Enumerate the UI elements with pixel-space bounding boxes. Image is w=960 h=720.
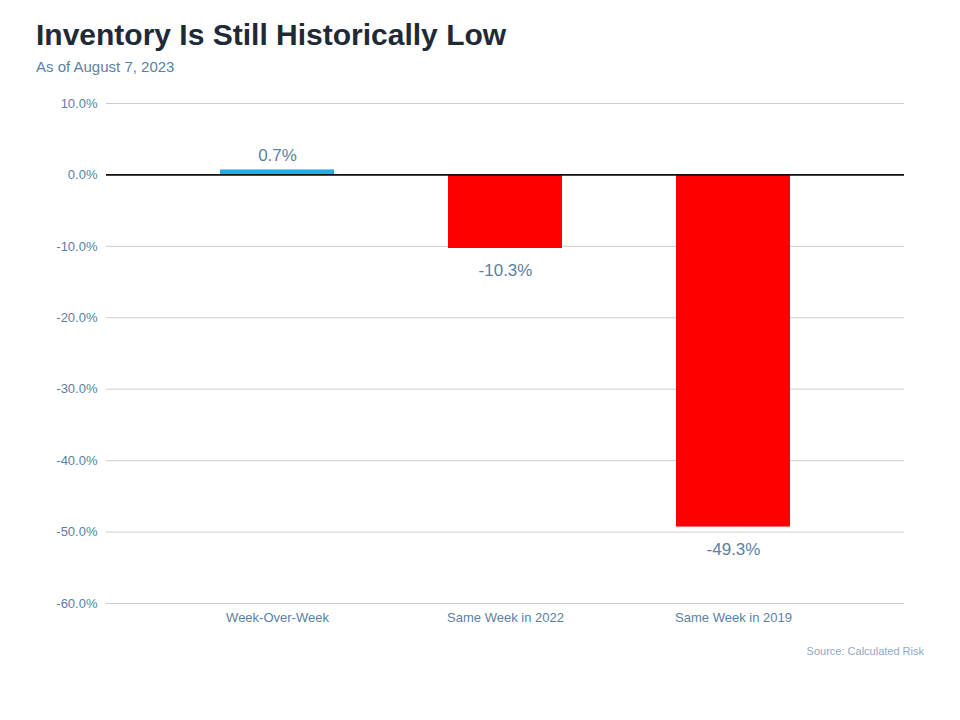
svg-text:Week-Over-Week: Week-Over-Week	[226, 610, 329, 625]
html-text:As of August 7, 2023: As of August 7, 2023	[36, 58, 175, 75]
svg-text:-30.0%: -30.0%	[56, 381, 98, 396]
html-text:Source: Calculated Risk: Source: Calculated Risk	[806, 645, 924, 657]
svg-text:-49.3%: -49.3%	[707, 540, 761, 559]
svg-text:Same Week in 2022: Same Week in 2022	[447, 610, 564, 625]
svg-text:-60.0%: -60.0%	[56, 596, 98, 611]
svg-text:10.0%: 10.0%	[61, 96, 98, 111]
svg-text:-50.0%: -50.0%	[56, 524, 98, 539]
svg-text:-20.0%: -20.0%	[56, 310, 98, 325]
svg-text:-10.0%: -10.0%	[56, 239, 98, 254]
svg-text:0.7%: 0.7%	[258, 146, 297, 165]
svg-text:-10.3%: -10.3%	[479, 261, 533, 280]
svg-text:-40.0%: -40.0%	[56, 453, 98, 468]
svg-text:Same Week in 2019: Same Week in 2019	[675, 610, 792, 625]
html-text:Inventory Is Still Historicall: Inventory Is Still Historically Low	[36, 18, 507, 51]
svg-text:0.0%: 0.0%	[68, 167, 98, 182]
